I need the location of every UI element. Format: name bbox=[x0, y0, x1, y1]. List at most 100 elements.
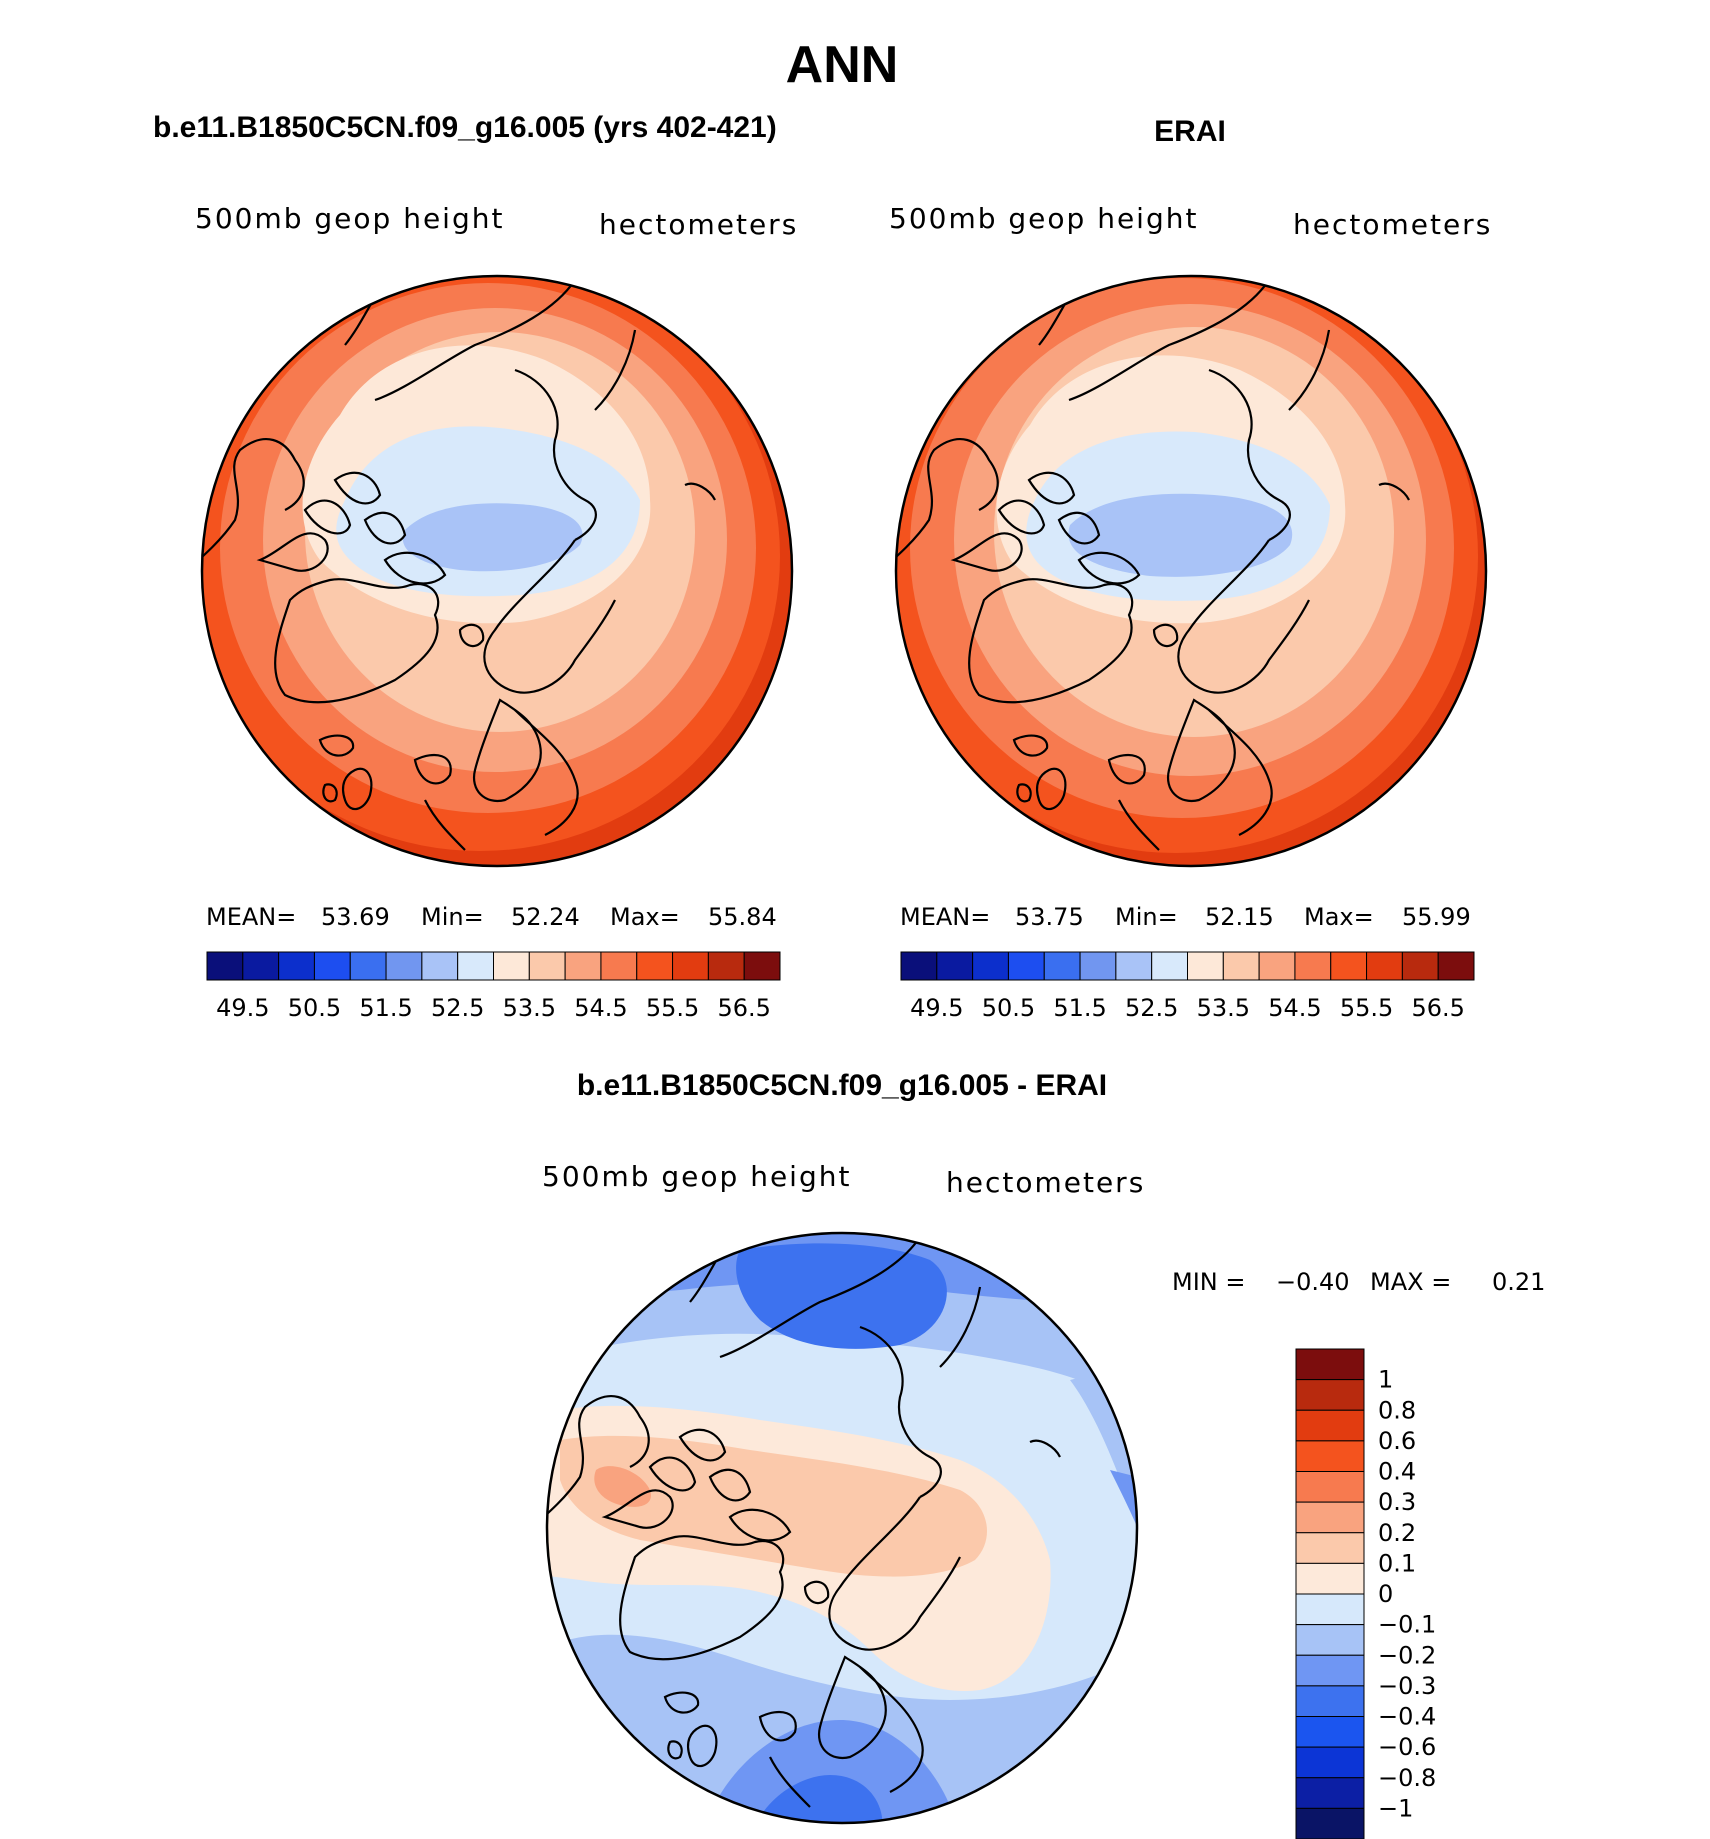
colorbar-box bbox=[1258, 951, 1296, 981]
colorbar-tick-label: 1 bbox=[1378, 1366, 1393, 1394]
colorbar-box bbox=[1007, 951, 1045, 981]
panel-erai-min-label: Min= bbox=[1115, 903, 1178, 931]
colorbar-box bbox=[972, 951, 1009, 981]
panel-model-mean-label: MEAN= bbox=[206, 903, 296, 931]
colorbar-tick-label: 0.8 bbox=[1378, 1396, 1416, 1424]
colorbar-tick-label: 49.5 bbox=[216, 994, 269, 1022]
colorbar-box bbox=[421, 951, 459, 981]
colorbar-tick-label: 0.4 bbox=[1378, 1458, 1416, 1486]
colorbar-box bbox=[1295, 1716, 1365, 1748]
panel-diff-map-border bbox=[545, 1231, 1139, 1825]
panel-diff: b.e11.B1850C5CN.f09_g16.005 - ERAI 500mb… bbox=[542, 1069, 1545, 1839]
panel-model-colorbar-labels: 49.5 50.5 51.5 52.5 53.5 54.5 55.5 56.5 bbox=[216, 994, 771, 1022]
panel-diff-right-label: hectometers bbox=[946, 1166, 1145, 1199]
panel-erai-title: ERAI bbox=[1154, 115, 1226, 148]
panel-erai-left-label: 500mb geop height bbox=[889, 202, 1198, 235]
colorbar-box bbox=[1295, 1746, 1365, 1779]
panel-model-map bbox=[202, 276, 792, 866]
colorbar-box bbox=[936, 951, 974, 981]
colorbar-box bbox=[564, 951, 602, 981]
colorbar-tick-label: −0.3 bbox=[1378, 1672, 1436, 1700]
colorbar-tick-label: −0.8 bbox=[1378, 1764, 1436, 1792]
panel-diff-left-label: 500mb geop height bbox=[542, 1160, 851, 1193]
colorbar-tick-label: 50.5 bbox=[982, 994, 1035, 1022]
panel-diff-stats: MIN = −0.40 MAX = 0.21 bbox=[1172, 1268, 1545, 1296]
colorbar-box bbox=[900, 951, 938, 981]
colorbar-tick-label: 51.5 bbox=[359, 994, 412, 1022]
colorbar-tick-label: 50.5 bbox=[288, 994, 341, 1022]
panel-model-map-border bbox=[200, 274, 794, 868]
colorbar-tick-label: 56.5 bbox=[717, 994, 770, 1022]
colorbar-tick-label: 0.3 bbox=[1378, 1488, 1416, 1516]
colorbar-box bbox=[1222, 951, 1260, 981]
colorbar-box bbox=[1187, 951, 1224, 981]
colorbar-box bbox=[743, 951, 781, 981]
colorbar-tick-label: 0.6 bbox=[1378, 1427, 1416, 1455]
colorbar-tick-label: 0.1 bbox=[1378, 1549, 1416, 1577]
colorbar-box bbox=[1043, 951, 1081, 981]
colorbar-box bbox=[1295, 1471, 1365, 1503]
colorbar-box bbox=[278, 951, 315, 981]
colorbar-box bbox=[242, 951, 280, 981]
colorbar-box bbox=[1295, 1807, 1365, 1839]
panel-erai-stats: MEAN= 53.75 Min= 52.15 Max= 55.99 bbox=[900, 903, 1471, 931]
panel-diff-max-label: MAX = bbox=[1370, 1268, 1451, 1296]
colorbar-box bbox=[707, 951, 745, 981]
panel-model: b.e11.B1850C5CN.f09_g16.005 (yrs 402-421… bbox=[153, 111, 796, 1022]
colorbar-box bbox=[1295, 1777, 1365, 1809]
colorbar-box bbox=[1151, 951, 1188, 981]
panel-model-colorbar bbox=[206, 951, 781, 981]
colorbar-tick-label: 54.5 bbox=[1268, 994, 1321, 1022]
panel-erai-colorbar bbox=[900, 951, 1475, 981]
colorbar-tick-label: 53.5 bbox=[503, 994, 556, 1022]
colorbar-tick-label: 56.5 bbox=[1411, 994, 1464, 1022]
colorbar-box bbox=[1401, 951, 1439, 981]
colorbar-box bbox=[1295, 1593, 1365, 1626]
colorbar-box bbox=[1294, 951, 1332, 981]
figure-title: ANN bbox=[786, 36, 899, 94]
colorbar-tick-label: 55.5 bbox=[646, 994, 699, 1022]
colorbar-box bbox=[636, 951, 674, 981]
panel-erai-mean-label: MEAN= bbox=[900, 903, 990, 931]
colorbar-tick-label: −0.2 bbox=[1378, 1641, 1436, 1669]
colorbar-box bbox=[600, 951, 638, 981]
panel-model-max-label: Max= bbox=[610, 903, 680, 931]
panel-diff-title: b.e11.B1850C5CN.f09_g16.005 - ERAI bbox=[577, 1069, 1107, 1102]
colorbar-box bbox=[1115, 951, 1153, 981]
colorbar-tick-label: −0.1 bbox=[1378, 1611, 1436, 1639]
colorbar-box bbox=[206, 951, 244, 981]
colorbar-tick-label: 51.5 bbox=[1053, 994, 1106, 1022]
panel-erai-right-label: hectometers bbox=[1293, 208, 1492, 241]
colorbar-box bbox=[385, 951, 423, 981]
colorbar-tick-label: 0 bbox=[1378, 1580, 1393, 1608]
colorbar-tick-label: 54.5 bbox=[574, 994, 627, 1022]
panel-model-min-label: Min= bbox=[421, 903, 484, 931]
colorbar-box bbox=[1437, 951, 1475, 981]
panel-model-left-label: 500mb geop height bbox=[195, 202, 504, 235]
panel-erai-min: 52.15 bbox=[1205, 903, 1274, 931]
panel-erai-max-label: Max= bbox=[1304, 903, 1374, 931]
panel-diff-min: −0.40 bbox=[1276, 1268, 1350, 1296]
panel-erai-max: 55.99 bbox=[1402, 903, 1471, 931]
colorbar-tick-label: −0.6 bbox=[1378, 1733, 1436, 1761]
colorbar-box bbox=[457, 951, 494, 981]
colorbar-box bbox=[1295, 1501, 1365, 1534]
colorbar-box bbox=[1295, 1562, 1365, 1595]
panel-model-mean: 53.69 bbox=[321, 903, 390, 931]
colorbar-box bbox=[1330, 951, 1368, 981]
colorbar-box bbox=[349, 951, 387, 981]
panel-model-title: b.e11.B1850C5CN.f09_g16.005 (yrs 402-421… bbox=[153, 111, 777, 144]
panel-erai: ERAI 500mb geop height hectometers MEAN=… bbox=[889, 115, 1492, 1022]
panel-diff-min-label: MIN = bbox=[1172, 1268, 1245, 1296]
colorbar-tick-label: 49.5 bbox=[910, 994, 963, 1022]
colorbar-tick-label: 52.5 bbox=[431, 994, 484, 1022]
colorbar-box bbox=[493, 951, 530, 981]
colorbar-box bbox=[1295, 1654, 1365, 1687]
colorbar-box bbox=[528, 951, 566, 981]
panel-erai-map-border bbox=[894, 274, 1488, 868]
colorbar-tick-label: 52.5 bbox=[1125, 994, 1178, 1022]
colorbar-box bbox=[1295, 1440, 1365, 1472]
panel-diff-map bbox=[547, 1233, 1137, 1823]
colorbar-box bbox=[1295, 1348, 1365, 1381]
